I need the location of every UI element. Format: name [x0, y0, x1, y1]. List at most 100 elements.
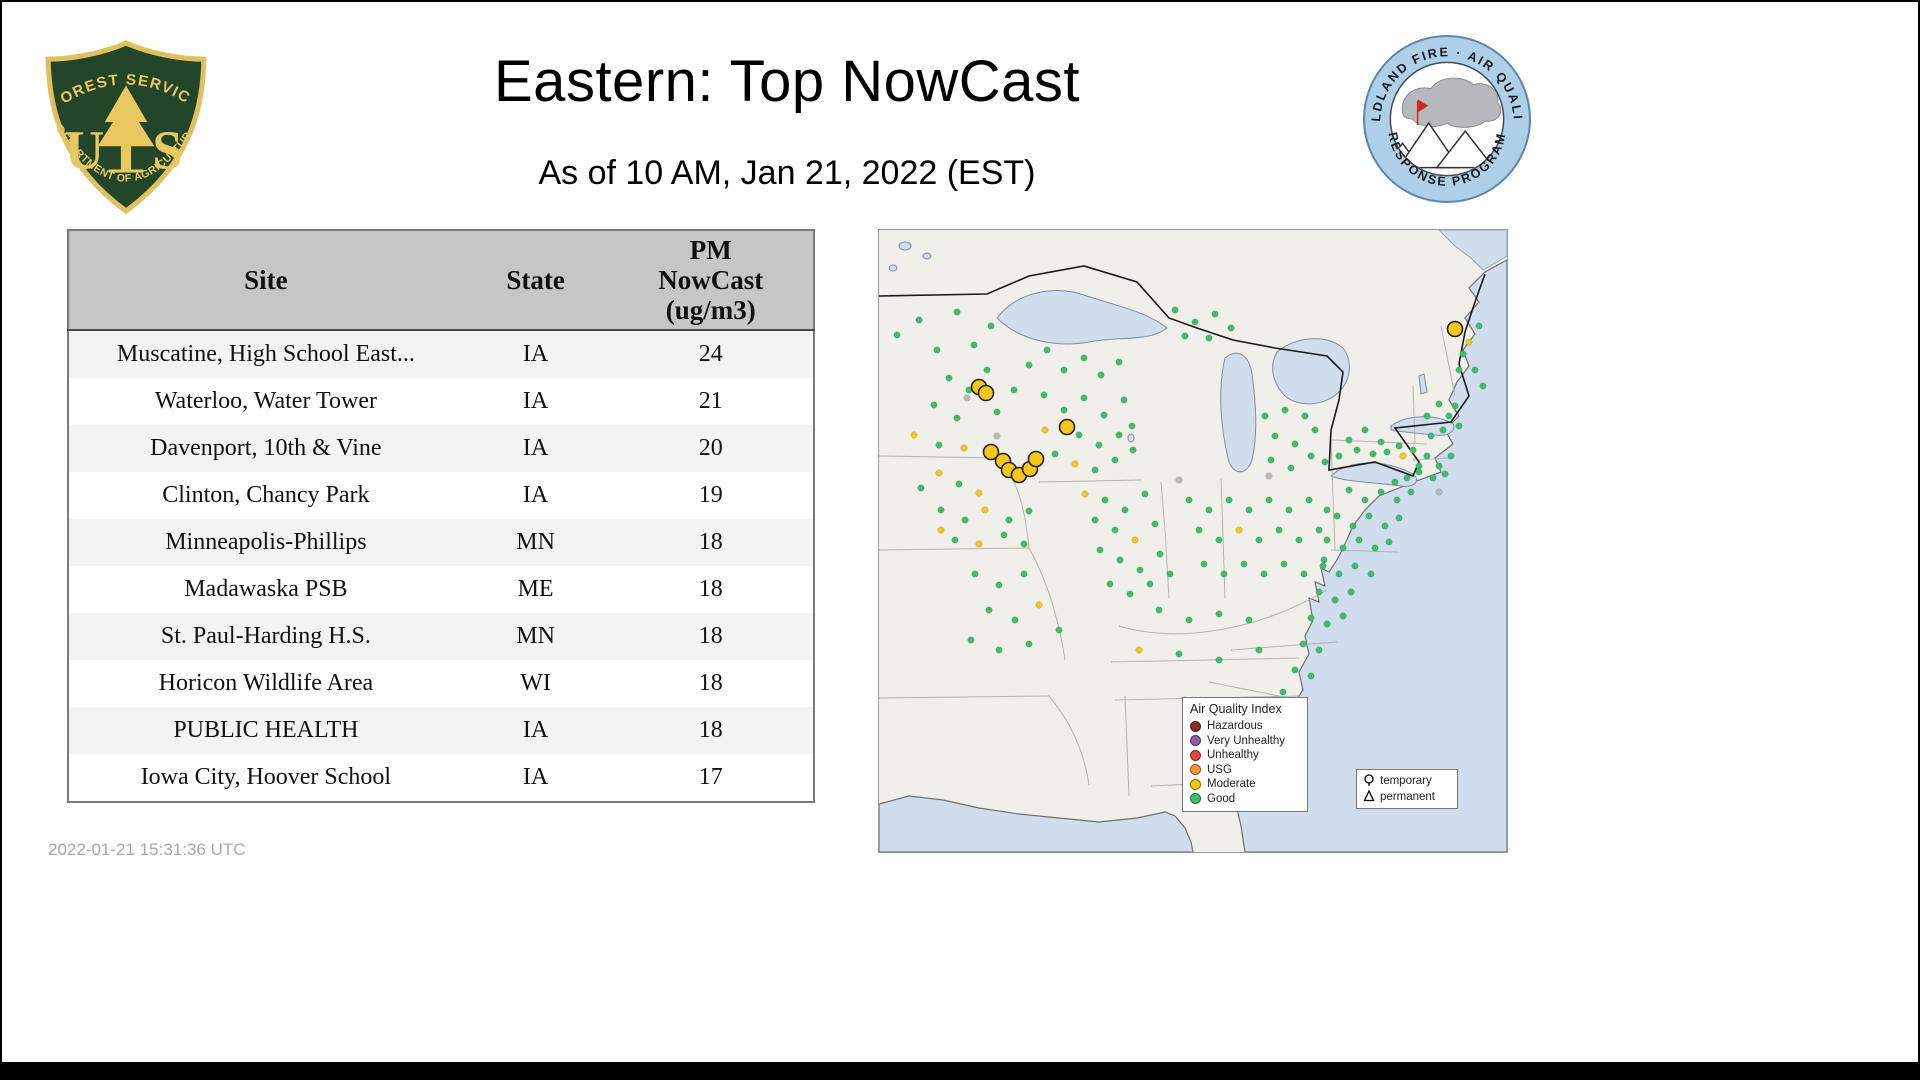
monitor-dot: [953, 414, 961, 422]
monitor-dot: [1423, 412, 1431, 420]
monitor-dot: [955, 480, 963, 488]
monitor-dot: [1225, 496, 1233, 504]
monitor-dot: [1271, 432, 1279, 440]
monitor-dot: [967, 636, 975, 644]
monitor-dot: [1171, 306, 1179, 314]
site-cell: Minneapolis-Phillips: [165, 529, 367, 555]
monitor-dot: [1135, 646, 1143, 654]
table-row: Waterloo, Water Tower IA 21: [68, 378, 814, 425]
aqi-legend-title: Air Quality Index: [1190, 702, 1282, 716]
site-cell: Davenport, 10th & Vine: [150, 435, 382, 461]
monitor-dot: [1261, 412, 1269, 420]
monitor-dot: [937, 506, 945, 514]
aqi-dot-icon: [1190, 749, 1201, 761]
monitor-dot: [1395, 514, 1403, 522]
value-cell: 20: [698, 435, 723, 461]
value-cell: 19: [698, 482, 723, 508]
temporary-monitor-dot: [1027, 450, 1045, 468]
monitor-dot: [1323, 620, 1331, 628]
monitor-dot: [1451, 402, 1459, 410]
monitor-dot: [963, 394, 971, 402]
site-cell: Horicon Wildlife Area: [158, 670, 374, 696]
site-cell: Clinton, Chancy Park: [162, 482, 370, 508]
monitor-dot: [981, 506, 989, 514]
monitor-dot: [1465, 338, 1473, 346]
monitor-dot: [917, 484, 925, 492]
table-row: Muscatine, High School East... IA 24: [68, 330, 814, 378]
monitor-dot: [983, 366, 991, 374]
monitor-dot: [1339, 612, 1347, 620]
monitor-dot: [993, 432, 1001, 440]
monitor-dot: [1100, 411, 1108, 419]
legend-item: Unhealthy: [1190, 748, 1300, 763]
monitor-dot: [1096, 546, 1104, 554]
monitor-dot: [1115, 431, 1123, 439]
monitor-dot: [1439, 426, 1447, 434]
smoke-plume-icon: [1401, 77, 1502, 128]
monitor-dot: [1175, 650, 1183, 658]
monitor-dot: [1445, 412, 1453, 420]
aqi-dot-icon: [1190, 778, 1201, 790]
monitor-dot: [1185, 496, 1193, 504]
monitor-dot: [995, 646, 1003, 654]
value-cell: 18: [698, 717, 723, 743]
monitor-dot: [985, 606, 993, 614]
monitor-dot: [1041, 426, 1049, 434]
monitor-dot: [1307, 614, 1315, 622]
value-cell: 18: [698, 623, 723, 649]
monitor-dot: [910, 431, 918, 439]
value-cell: 18: [698, 529, 723, 555]
monitor-dot: [1315, 588, 1323, 596]
monitor-dot: [1371, 544, 1379, 552]
monitor-dot: [1280, 560, 1288, 568]
monitor-dot: [975, 540, 983, 548]
monitor-dot: [1369, 450, 1377, 458]
monitor-dot: [1459, 350, 1467, 358]
monitor-dot: [1455, 366, 1463, 374]
table-row: Horicon Wildlife Area WI 18: [68, 660, 814, 707]
table-row: Davenport, 10th & Vine IA 20: [68, 425, 814, 472]
monitor-dot: [1240, 560, 1248, 568]
monitor-dot: [915, 316, 923, 324]
monitor-dot: [1349, 522, 1357, 530]
monitor-dot: [1081, 490, 1089, 498]
monitor-dot: [961, 516, 969, 524]
table-row: Madawaska PSB ME 18: [68, 566, 814, 613]
monitor-dot: [1095, 441, 1103, 449]
monitor-dot: [1020, 540, 1028, 548]
monitor-dot: [1307, 452, 1315, 460]
page-subtitle: As of 10 AM, Jan 21, 2022 (EST): [538, 154, 1036, 192]
monitor-dot: [1279, 688, 1287, 696]
monitor-dot: [1131, 536, 1139, 544]
monitor-dot: [1075, 431, 1083, 439]
monitor-dot: [1335, 570, 1343, 578]
monitor-dot: [970, 341, 978, 349]
col-header-pm-nowcast: PM NowCast (ug/m3): [608, 230, 814, 331]
monitor-dot: [1060, 406, 1068, 414]
state-cell: IA: [522, 764, 549, 790]
temporary-monitor-dot: [982, 443, 1000, 461]
legend-label: USG: [1207, 763, 1232, 776]
monitor-dot: [1235, 526, 1243, 534]
monitor-dot: [1255, 646, 1263, 654]
monitor-dot: [1355, 536, 1363, 544]
monitor-dot: [953, 308, 961, 316]
monitor-dot: [1295, 536, 1303, 544]
monitor-dot: [1005, 516, 1013, 524]
monitor-dot: [1255, 536, 1263, 544]
monitor-dot: [1333, 512, 1341, 520]
pm-header-line-3: (ug/m3): [665, 295, 756, 326]
monitor-dot: [1129, 446, 1137, 454]
monitor-dot: [1010, 386, 1018, 394]
aqi-legend: Air Quality Index Hazardous Very Unhealth…: [1182, 697, 1308, 812]
monitor-dot: [1377, 488, 1385, 496]
monitor-dot: [1111, 526, 1119, 534]
monitor-dot: [1335, 452, 1343, 460]
aqi-legend-items: Hazardous Very Unhealthy Unhealthy USG Moder…: [1190, 719, 1300, 806]
forest-service-logo: FOREST SERVICE U S DEPARTMENT OF AGRICUL…: [40, 36, 207, 215]
monitor-dot: [1361, 426, 1369, 434]
legend-label: Moderate: [1207, 778, 1256, 791]
monitor-dot: [1301, 412, 1309, 420]
legend-label: permanent: [1380, 791, 1435, 803]
